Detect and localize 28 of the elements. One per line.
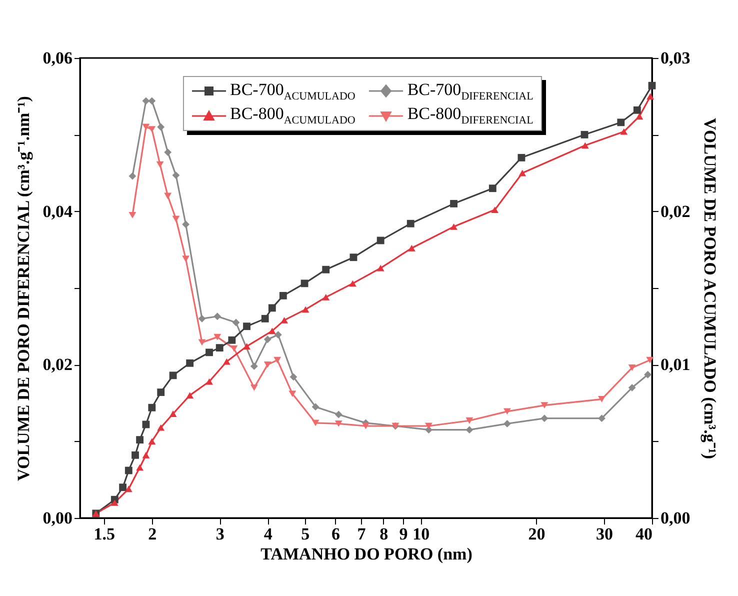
x-tick-label: 10 [412,524,430,544]
legend-label: BC-700$_{DIFERENCIAL}$ [407,80,534,102]
x-tick-label: 1.5 [94,524,116,544]
y-tick-label: 0,00 [42,508,72,528]
x-tick-label: 6 [332,524,340,544]
x-tick-label: 3 [216,524,224,544]
y-tick-label: 0,02 [42,355,72,374]
y2-tick-label: 0,02 [660,202,690,221]
x-tick-label: 30 [596,524,613,544]
y2-tick-label: 0,01 [660,355,690,374]
legend-label: BC-800$_{ACUMULADO}$ [230,104,356,127]
y2-axis-title: VOLUME DE PORO ACUMULADO (cm³.g⁻¹) [700,118,720,460]
x-tick-label: 2 [148,524,157,544]
y-tick-label: 0,06 [42,48,72,68]
x-tick-label: 8 [380,524,388,544]
y2-tick-label: 0,00 [660,508,690,528]
x-tick-label: 40 [636,524,652,544]
x-axis-title: TAMANHO DO PORO (nm) [260,544,472,564]
x-tick-label: 4 [264,524,273,544]
legend-label: BC-700$_{ACUMULADO}$ [230,80,356,102]
legend-label: BC-800$_{DIFERENCIAL}$ [407,104,534,127]
x-tick-label: 20 [528,524,546,544]
x-tick-label: 5 [301,524,310,544]
y2-tick-label: 0,03 [660,48,690,68]
y-tick-label: 0,04 [42,202,73,221]
x-tick-label: 7 [357,524,366,544]
x-tick-label: 9 [399,524,408,544]
y-axis-title: VOLUME DE PORO DIFERENCIAL (cm³.g⁻¹.nm⁻¹) [14,96,33,481]
